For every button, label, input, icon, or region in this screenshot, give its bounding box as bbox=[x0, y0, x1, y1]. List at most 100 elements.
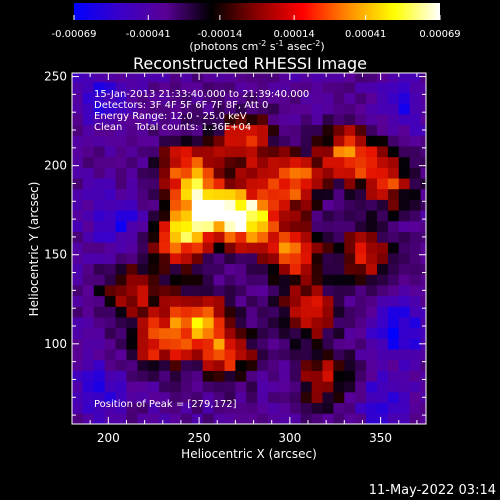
heatmap-cell bbox=[82, 113, 95, 126]
heatmap-cell bbox=[246, 327, 258, 339]
heatmap-cell bbox=[420, 188, 426, 200]
heatmap-cell bbox=[104, 188, 116, 200]
heatmap-cell bbox=[311, 199, 323, 211]
heatmap-cell bbox=[333, 220, 345, 232]
heatmap-cell bbox=[235, 178, 247, 190]
heatmap-cell bbox=[104, 391, 116, 404]
heatmap-cell bbox=[257, 295, 269, 307]
heatmap-cell bbox=[398, 81, 411, 93]
heatmap-cell bbox=[387, 274, 400, 286]
heatmap-cell bbox=[300, 156, 313, 168]
heatmap-cell bbox=[376, 113, 389, 126]
heatmap-cell bbox=[268, 103, 280, 115]
heatmap-cell bbox=[246, 135, 258, 147]
heatmap-cell bbox=[137, 156, 149, 168]
heatmap-cell bbox=[409, 285, 421, 297]
heatmap-cell bbox=[344, 199, 356, 211]
heatmap-cell bbox=[257, 402, 269, 414]
heatmap-cell bbox=[344, 73, 356, 83]
heatmap-cell bbox=[333, 295, 345, 307]
heatmap-cell bbox=[148, 188, 160, 200]
heatmap-cell bbox=[180, 306, 193, 318]
heatmap-cell bbox=[398, 263, 411, 275]
heatmap-cell bbox=[104, 156, 116, 168]
heatmap-cell bbox=[289, 167, 302, 179]
heatmap-cell bbox=[409, 349, 421, 361]
heatmap-cell bbox=[191, 178, 204, 190]
heatmap-cell bbox=[148, 146, 160, 158]
heatmap-cell bbox=[278, 338, 291, 350]
heatmap-cell bbox=[126, 135, 138, 147]
heatmap-cell bbox=[344, 167, 356, 179]
heatmap-cell bbox=[72, 156, 84, 168]
heatmap-cell bbox=[355, 81, 367, 93]
heatmap-cell bbox=[257, 359, 269, 371]
heatmap-cell bbox=[170, 306, 182, 318]
heatmap-cell bbox=[180, 178, 193, 190]
heatmap-cell bbox=[257, 381, 269, 393]
heatmap-cell bbox=[115, 210, 127, 222]
heatmap-cell bbox=[93, 146, 106, 158]
heatmap-cell bbox=[376, 210, 389, 222]
heatmap-cell bbox=[398, 381, 411, 393]
heatmap-cell bbox=[137, 210, 149, 222]
heatmap-cell bbox=[268, 199, 280, 211]
heatmap-cell bbox=[387, 231, 400, 243]
heatmap-cell bbox=[300, 135, 313, 147]
heatmap-cell bbox=[333, 349, 345, 361]
heatmap-cell bbox=[366, 124, 378, 136]
heatmap-cell bbox=[148, 178, 160, 190]
heatmap-cell bbox=[268, 263, 280, 275]
heatmap-cell bbox=[170, 81, 182, 93]
heatmap-cell bbox=[191, 285, 204, 297]
heatmap-cell bbox=[409, 135, 421, 147]
heatmap-cell bbox=[387, 295, 400, 307]
heatmap-cell bbox=[137, 306, 149, 318]
heatmap-cell bbox=[115, 146, 127, 158]
heatmap-cell bbox=[355, 167, 367, 179]
heatmap-cell bbox=[159, 295, 171, 307]
heatmap-cell bbox=[398, 199, 411, 211]
heatmap-cell bbox=[409, 370, 421, 382]
x-tick-label: 300 bbox=[278, 431, 301, 445]
heatmap-cell bbox=[115, 113, 127, 126]
heatmap-cell bbox=[72, 252, 84, 265]
heatmap-cell bbox=[300, 73, 313, 83]
heatmap-cell bbox=[72, 113, 84, 126]
heatmap-cell bbox=[159, 188, 171, 200]
heatmap-cell bbox=[366, 317, 378, 329]
heatmap-cell bbox=[104, 381, 116, 393]
heatmap-cell bbox=[82, 252, 95, 265]
heatmap-cell bbox=[82, 295, 95, 307]
heatmap-cell bbox=[387, 103, 400, 115]
heatmap-cell bbox=[104, 338, 116, 350]
heatmap-cell bbox=[159, 285, 171, 297]
heatmap-cell bbox=[257, 135, 269, 147]
info-clean-counts: Clean Total counts: 1.36E+04 bbox=[94, 122, 251, 133]
heatmap-cell bbox=[268, 274, 280, 286]
heatmap-cell bbox=[115, 188, 127, 200]
heatmap-cell bbox=[159, 391, 171, 404]
heatmap-cell bbox=[398, 402, 411, 414]
heatmap-cell bbox=[398, 135, 411, 147]
heatmap-cell bbox=[257, 103, 269, 115]
heatmap-cell bbox=[268, 242, 280, 254]
heatmap-cell bbox=[191, 317, 204, 329]
heatmap-cell bbox=[126, 81, 138, 93]
heatmap-cell bbox=[224, 381, 236, 393]
heatmap-cell bbox=[126, 359, 138, 371]
heatmap-cell bbox=[311, 81, 323, 93]
heatmap-cell bbox=[202, 338, 214, 350]
heatmap-cell bbox=[159, 338, 171, 350]
heatmap-cell bbox=[355, 73, 367, 83]
heatmap-cell bbox=[289, 178, 302, 190]
heatmap-cell bbox=[235, 220, 247, 232]
heatmap-cell bbox=[257, 124, 269, 136]
heatmap-cell bbox=[72, 317, 84, 329]
heatmap-cell bbox=[387, 381, 400, 393]
heatmap-cell bbox=[289, 113, 302, 126]
heatmap-cell bbox=[289, 199, 302, 211]
heatmap-cell bbox=[322, 231, 334, 243]
heatmap-cell bbox=[126, 381, 138, 393]
heatmap-cell bbox=[126, 178, 138, 190]
